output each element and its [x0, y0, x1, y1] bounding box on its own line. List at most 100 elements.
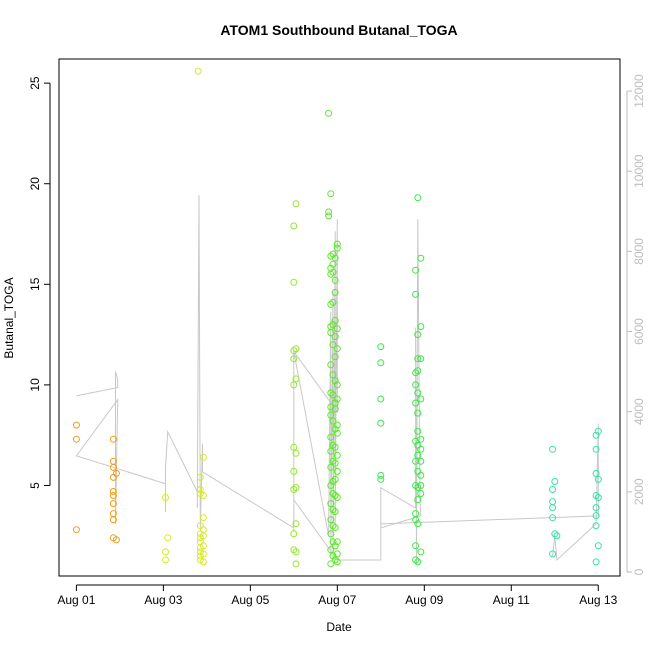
data-point-s5-3 — [549, 504, 557, 512]
data-point-s3-49 — [331, 425, 339, 433]
data-point-s3-33 — [329, 457, 337, 465]
data-point-s3-41 — [331, 276, 339, 284]
data-point-s3-44 — [331, 333, 339, 341]
data-point-s2-16 — [292, 548, 300, 556]
y2-tick-label: 8000 — [632, 238, 646, 265]
y-axis: 5 10 15 20 25 — [28, 76, 51, 489]
data-point-s3-16 — [327, 463, 335, 471]
data-point-s4-3 — [377, 419, 385, 427]
data-point-s4-26 — [414, 451, 422, 459]
data-points-layer — [72, 67, 602, 568]
data-point-s5-1 — [549, 486, 557, 493]
data-point-s3-0 — [325, 109, 333, 117]
data-point-s3-52 — [331, 475, 339, 483]
data-point-s3-19 — [327, 516, 335, 524]
data-point-s0-14 — [112, 536, 120, 544]
data-point-s2-9 — [290, 546, 298, 554]
data-point-s4-17 — [412, 556, 420, 564]
data-point-s2-17 — [292, 560, 300, 568]
data-point-s4-14 — [412, 510, 420, 518]
data-point-s3-71 — [333, 558, 341, 566]
data-point-s1-17 — [199, 492, 207, 499]
data-point-s1-5 — [196, 473, 204, 481]
data-point-s3-35 — [329, 490, 337, 497]
data-point-s1-3 — [164, 534, 172, 542]
data-point-s4-22 — [414, 389, 422, 397]
y2-tick-label: 6000 — [632, 318, 646, 345]
data-point-s3-51 — [331, 459, 339, 467]
data-point-s1-16 — [199, 453, 207, 461]
data-point-s3-61 — [333, 345, 341, 353]
y-tick-label: 5 — [28, 482, 42, 489]
data-point-s4-0 — [377, 343, 385, 351]
data-point-s4-12 — [412, 457, 420, 465]
x-tick-label: Aug 13 — [579, 593, 617, 607]
y-axis-label: Butanal_TOGA — [2, 277, 16, 358]
data-point-s3-37 — [329, 522, 337, 530]
data-point-s4-18 — [414, 194, 422, 202]
data-point-s0-5 — [109, 463, 117, 471]
y-tick-label: 20 — [28, 177, 42, 191]
data-point-s4-16 — [412, 542, 420, 550]
data-point-s3-21 — [327, 546, 335, 554]
data-point-s0-13 — [112, 469, 120, 477]
data-point-s4-19 — [414, 331, 422, 339]
data-point-s3-27 — [329, 321, 337, 328]
data-point-s3-4 — [327, 252, 335, 260]
data-point-s3-53 — [331, 492, 339, 499]
data-point-s5-20 — [594, 542, 602, 550]
y2-tick-label: 10000 — [632, 154, 646, 188]
data-point-s5-5 — [549, 550, 557, 558]
data-point-s4-34 — [417, 355, 425, 363]
data-point-s3-40 — [331, 254, 339, 262]
data-point-s4-31 — [414, 558, 422, 566]
x-tick-label: Aug 05 — [231, 593, 269, 607]
data-point-s3-7 — [327, 300, 335, 308]
data-point-s4-23 — [414, 409, 422, 417]
x-tick-label: Aug 01 — [57, 593, 95, 607]
data-point-s3-60 — [333, 325, 341, 333]
data-point-s4-30 — [414, 520, 422, 528]
data-point-s2-15 — [292, 520, 300, 528]
data-point-s4-24 — [414, 427, 422, 435]
x-axis: Aug 01 Aug 03 Aug 05 Aug 07 Aug 09 Aug 11 Aug … — [57, 584, 618, 607]
data-point-s4-32 — [417, 254, 425, 262]
data-point-s1-18 — [199, 514, 207, 522]
data-point-s2-6 — [290, 467, 298, 475]
x-axis-label: Date — [326, 620, 352, 634]
data-point-s0-11 — [109, 516, 117, 524]
data-point-s3-45 — [331, 353, 339, 361]
data-point-s4-36 — [417, 435, 425, 443]
data-point-s5-11 — [592, 469, 600, 477]
data-point-s3-43 — [331, 317, 339, 324]
data-point-s3-3 — [327, 190, 335, 198]
altitude-track-layer — [75, 195, 599, 565]
data-point-s5-8 — [553, 532, 561, 540]
data-point-s3-68 — [333, 494, 341, 501]
data-point-s4-40 — [417, 482, 425, 489]
y-tick-label: 25 — [28, 76, 42, 90]
data-point-s4-38 — [417, 457, 425, 465]
data-point-s0-3 — [109, 435, 117, 443]
data-point-s1-21 — [199, 542, 207, 550]
data-point-s3-25 — [329, 268, 337, 276]
data-point-s1-20 — [199, 532, 207, 540]
data-point-s3-58 — [333, 240, 341, 248]
data-point-s3-26 — [329, 298, 337, 306]
data-point-s0-8 — [109, 492, 117, 499]
data-point-s3-38 — [329, 538, 337, 546]
data-point-s4-4 — [377, 471, 385, 479]
data-point-s2-7 — [290, 486, 298, 493]
data-point-s3-39 — [329, 552, 337, 560]
data-point-s3-59 — [333, 244, 341, 252]
data-point-s4-6 — [412, 266, 420, 274]
data-point-s2-10 — [292, 200, 300, 208]
data-point-s3-17 — [327, 482, 335, 489]
data-point-s1-2 — [162, 556, 169, 564]
data-point-s4-42 — [417, 548, 425, 556]
data-point-s3-11 — [327, 389, 335, 397]
data-point-s3-29 — [329, 371, 337, 379]
data-point-s2-13 — [292, 449, 300, 457]
data-point-s4-8 — [412, 369, 420, 377]
data-point-s3-56 — [331, 542, 339, 550]
